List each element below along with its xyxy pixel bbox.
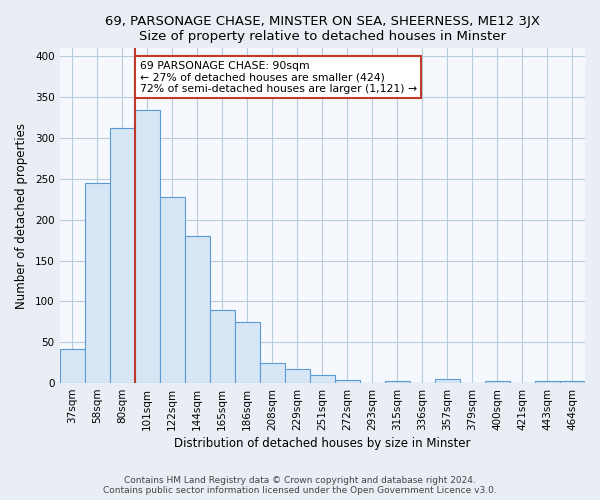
X-axis label: Distribution of detached houses by size in Minster: Distribution of detached houses by size … — [174, 437, 470, 450]
Bar — [110, 128, 134, 383]
Bar — [160, 197, 185, 383]
Text: Contains HM Land Registry data © Crown copyright and database right 2024.
Contai: Contains HM Land Registry data © Crown c… — [103, 476, 497, 495]
Bar — [285, 369, 310, 383]
Bar — [235, 322, 260, 383]
Bar — [185, 236, 209, 383]
Bar — [535, 382, 560, 383]
Bar — [435, 379, 460, 383]
Bar — [385, 380, 410, 383]
Bar — [560, 380, 585, 383]
Bar — [485, 380, 510, 383]
Bar — [260, 362, 285, 383]
Bar — [134, 110, 160, 383]
Title: 69, PARSONAGE CHASE, MINSTER ON SEA, SHEERNESS, ME12 3JX
Size of property relati: 69, PARSONAGE CHASE, MINSTER ON SEA, SHE… — [105, 15, 540, 43]
Bar — [59, 349, 85, 383]
Bar — [85, 183, 110, 383]
Bar — [335, 380, 360, 383]
Bar — [209, 310, 235, 383]
Bar — [310, 375, 335, 383]
Text: 69 PARSONAGE CHASE: 90sqm
← 27% of detached houses are smaller (424)
72% of semi: 69 PARSONAGE CHASE: 90sqm ← 27% of detac… — [140, 60, 417, 94]
Y-axis label: Number of detached properties: Number of detached properties — [15, 122, 28, 308]
